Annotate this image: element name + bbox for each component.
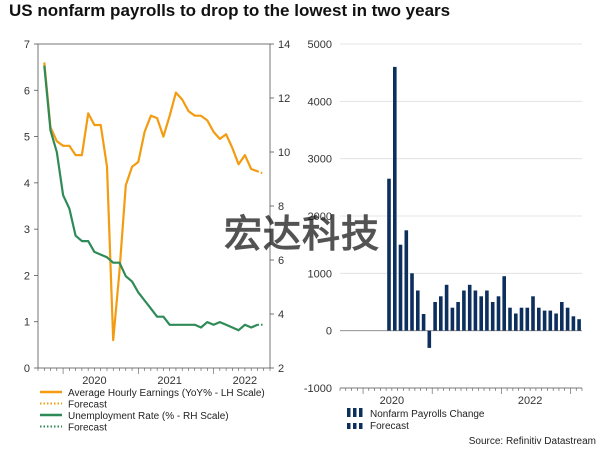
forecast-bar <box>577 319 581 331</box>
legend-swatch-bar <box>359 408 363 417</box>
right-axis-tick-label: 8 <box>278 201 284 213</box>
y-axis-tick-label: 0 <box>326 326 332 338</box>
left-axis-tick-label: 4 <box>24 178 30 190</box>
legend-swatch-bar <box>347 408 351 417</box>
payrolls-chart: -1000 0 1000 2000 3000 4000 5000 2020 2022 Nonfar… <box>304 39 583 432</box>
earnings-forecast-line <box>257 170 265 175</box>
right-axis-tick-label: 2 <box>278 363 284 375</box>
payrolls-bar <box>473 290 478 331</box>
x-axis-tick-label: 2021 <box>157 375 181 387</box>
legend-label: Forecast <box>68 400 107 411</box>
forecast-bar <box>554 313 558 331</box>
payrolls-bar <box>537 307 541 331</box>
y-axis-tick-label: 5000 <box>308 39 332 51</box>
payrolls-bar <box>502 276 506 331</box>
payrolls-bar <box>393 66 397 331</box>
left-axis-tick-label: 5 <box>24 132 30 144</box>
right-axis-tick-label: 4 <box>278 309 284 321</box>
payrolls-bar <box>467 284 472 331</box>
forecast-bar <box>571 316 576 331</box>
left-axis-tick-label: 6 <box>24 85 30 97</box>
payrolls-bar <box>525 307 530 331</box>
legend-swatch <box>347 423 363 429</box>
left-axis-tick-label: 0 <box>24 363 30 375</box>
legend-swatch-bar <box>347 423 351 429</box>
left-axis-tick-label: 2 <box>24 270 30 282</box>
payrolls-bar <box>416 290 420 331</box>
payrolls-bar <box>508 307 512 331</box>
left-axis-tick-label: 3 <box>24 224 30 236</box>
right-axis-tick-label: 6 <box>278 255 284 267</box>
payrolls-bar <box>410 273 414 331</box>
chart-title: US nonfarm payrolls to drop to the lowes… <box>9 1 451 20</box>
watermark: 宏达科技 <box>224 212 381 256</box>
right-axis-tick-label: 12 <box>278 93 290 105</box>
payrolls-bar <box>496 296 501 331</box>
payrolls-bar <box>421 314 426 331</box>
unemployment-line <box>43 65 258 332</box>
payrolls-bar <box>456 302 460 331</box>
y-axis-tick-label: 4000 <box>308 96 332 108</box>
legend-swatch-bar <box>353 408 357 417</box>
right-axis-tick-label: 10 <box>278 147 290 159</box>
payrolls-bar <box>519 307 524 331</box>
x-axis-tick-label: 2020 <box>82 375 106 387</box>
payrolls-bar <box>462 290 466 331</box>
y-axis-tick-label: 2000 <box>308 211 332 223</box>
legend-swatch-bar <box>359 423 363 429</box>
y-axis-tick-label: 1000 <box>308 268 332 280</box>
x-axis-tick-label: 2022 <box>518 395 542 407</box>
legend-label: Unemployment Rate (% - RH Scale) <box>68 411 229 422</box>
legend-label: Forecast <box>370 421 409 432</box>
payrolls-bar <box>427 330 432 348</box>
payrolls-bar <box>387 178 391 331</box>
left-axis-tick-label: 1 <box>24 317 30 329</box>
payrolls-bar <box>542 310 547 331</box>
y-axis-tick-label: 3000 <box>308 154 332 166</box>
y-axis-tick-label: -1000 <box>304 383 332 395</box>
legend-swatch <box>347 408 363 417</box>
x-axis-tick-label: 2020 <box>380 395 404 407</box>
earnings-line <box>43 62 258 342</box>
forecast-bar <box>548 310 553 331</box>
payrolls-bar <box>450 307 455 331</box>
x-axis-tick-label: 2022 <box>233 375 257 387</box>
legend-label: Nonfarm Payrolls Change <box>370 409 485 420</box>
legend-swatch-bar <box>353 423 357 429</box>
payrolls-bar <box>479 296 483 331</box>
right-axis-tick-label: 14 <box>278 39 290 51</box>
forecast-bar <box>565 307 570 331</box>
legend-label: Average Hourly Earnings (YoY% - LH Scale… <box>68 388 265 399</box>
payrolls-bar <box>485 290 489 331</box>
payrolls-bar <box>514 313 518 331</box>
payrolls-bar <box>404 230 409 331</box>
payrolls-bar <box>439 296 443 331</box>
legend-label: Forecast <box>68 423 107 434</box>
source-note: Source: Refinitiv Datastream <box>468 436 596 447</box>
payrolls-bar <box>444 284 449 331</box>
payrolls-bar <box>398 244 403 331</box>
payrolls-bar <box>433 302 437 331</box>
left-axis-tick-label: 7 <box>24 39 30 51</box>
payrolls-bar <box>531 296 535 331</box>
forecast-bar <box>560 302 564 331</box>
payrolls-bar <box>490 302 495 331</box>
